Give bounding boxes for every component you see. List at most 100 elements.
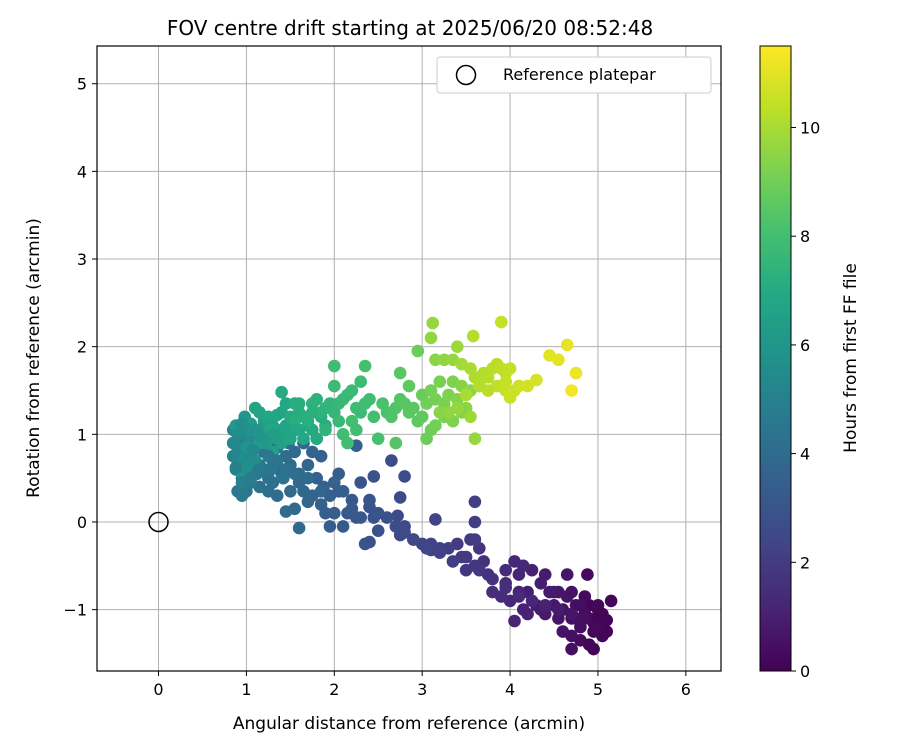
data-point [426, 316, 440, 330]
data-point [345, 493, 359, 507]
data-point [253, 463, 266, 476]
data-point [508, 614, 521, 628]
y-tick-label: −1 [63, 601, 87, 620]
data-point [420, 432, 433, 446]
data-point [226, 449, 240, 463]
data-point [459, 388, 473, 402]
x-tick-label: 4 [505, 680, 515, 699]
data-point [363, 393, 376, 406]
x-tick-label: 3 [417, 680, 427, 699]
data-point [486, 585, 499, 599]
data-point [538, 599, 552, 612]
data-point [306, 406, 319, 419]
colorbar-ticks: 0 2 4 6 8 10 [791, 119, 820, 681]
data-point [468, 495, 482, 509]
legend-label: Reference platepar [503, 65, 656, 84]
data-point [323, 520, 337, 533]
data-point [451, 340, 464, 354]
legend-marker [455, 64, 477, 86]
plot-background [97, 46, 721, 671]
data-point [560, 568, 574, 581]
data-point [371, 432, 385, 446]
data-point [301, 471, 315, 485]
data-point [328, 379, 341, 393]
colorbar-tick-label: 4 [800, 445, 810, 464]
data-point [459, 550, 473, 564]
data-point [411, 344, 425, 358]
colorbar-tick-label: 0 [800, 662, 810, 681]
data-point [547, 585, 561, 599]
data-point [538, 568, 552, 581]
data-point [402, 379, 416, 393]
data-point [429, 513, 442, 526]
data-point [429, 353, 442, 367]
data-point [367, 470, 381, 483]
data-point [279, 397, 293, 410]
data-point [297, 432, 310, 446]
data-point [235, 489, 249, 503]
y-tick-label: 4 [77, 162, 87, 181]
data-point [310, 471, 324, 485]
data-point [466, 329, 480, 343]
y-tick-label: 3 [77, 250, 87, 269]
data-point [521, 607, 534, 621]
data-point [398, 470, 411, 483]
data-point [319, 423, 332, 437]
data-point [582, 638, 596, 651]
colorbar-gradient [759, 45, 792, 672]
data-point [393, 491, 407, 504]
data-point [530, 373, 543, 387]
data-point [442, 406, 455, 419]
data-point [247, 443, 260, 457]
y-tick-label: 0 [77, 513, 87, 532]
y-axis-label: Rotation from reference (arcmin) [24, 218, 44, 498]
data-point [525, 594, 539, 608]
data-point [503, 391, 517, 404]
data-point [591, 612, 605, 625]
data-point [424, 331, 438, 345]
legend-box [436, 56, 712, 94]
data-point [332, 414, 346, 428]
data-point [486, 572, 499, 586]
data-point [328, 506, 341, 520]
data-point [495, 315, 508, 329]
data-point [398, 526, 411, 539]
data-point [389, 520, 403, 533]
data-point [310, 432, 324, 446]
chart-title: FOV centre drift starting at 2025/06/20 … [167, 16, 653, 40]
data-point [354, 511, 368, 524]
x-axis: 0 1 2 3 4 5 6 [153, 671, 691, 699]
x-axis-label: Angular distance from reference (arcmin) [233, 714, 585, 734]
data-point [328, 476, 341, 489]
y-tick-label: 5 [77, 75, 87, 94]
data-points [226, 315, 618, 656]
data-point [446, 555, 460, 568]
y-tick-label: 1 [77, 425, 87, 444]
data-point [581, 568, 594, 581]
colorbar-tick-label: 2 [800, 553, 810, 572]
data-point [328, 359, 341, 373]
data-point [565, 384, 578, 397]
data-point [391, 509, 404, 523]
data-point [433, 375, 447, 389]
data-point [420, 542, 433, 555]
data-point [292, 521, 306, 535]
data-point [279, 505, 293, 518]
data-point [306, 445, 319, 459]
x-tick-label: 5 [593, 680, 603, 699]
data-point [552, 353, 565, 367]
data-point [229, 461, 243, 474]
data-point [248, 401, 262, 415]
plot-frame [96, 45, 722, 672]
data-point [385, 454, 398, 467]
data-point [275, 385, 288, 399]
x-tick-label: 0 [153, 680, 163, 699]
data-point [389, 436, 403, 450]
data-point [468, 533, 482, 546]
data-point [600, 625, 613, 638]
data-point [473, 563, 486, 577]
data-point [512, 379, 526, 393]
x-tick-label: 2 [329, 680, 339, 699]
data-point [345, 502, 359, 516]
